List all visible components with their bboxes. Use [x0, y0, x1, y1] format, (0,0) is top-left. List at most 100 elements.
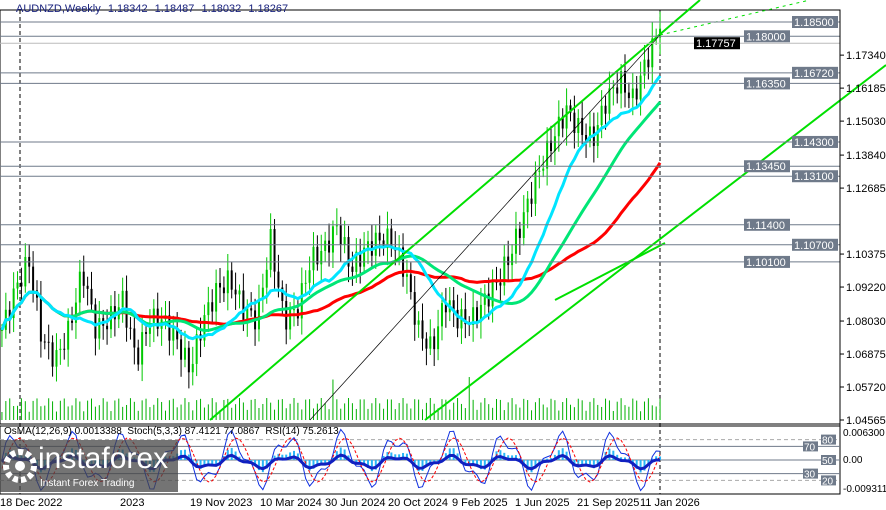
- osma-bar: [363, 460, 366, 465]
- candle-body: [518, 228, 521, 238]
- osma-bar: [215, 460, 218, 466]
- candle-body: [561, 116, 564, 129]
- y-tick-label: 1.05720: [846, 382, 886, 394]
- candle-body: [483, 293, 486, 305]
- osma-bar: [429, 460, 432, 463]
- candle-body: [382, 240, 385, 249]
- osma-bar: [507, 455, 510, 460]
- candle-body: [433, 336, 436, 350]
- candle-body: [180, 339, 183, 360]
- osma-bar: [211, 460, 214, 466]
- candle-body: [429, 336, 432, 349]
- candle-body: [585, 134, 588, 142]
- osma-bar: [655, 456, 658, 460]
- current-price-label: 1.17757: [696, 38, 736, 50]
- osma-bar: [409, 458, 412, 460]
- osma-bar: [370, 460, 373, 472]
- candle-body: [487, 293, 490, 307]
- main-panel-frame: [0, 9, 841, 425]
- osma-bar: [269, 460, 272, 462]
- candle-body: [106, 325, 109, 330]
- candle-body: [530, 198, 533, 204]
- osma-bar: [207, 460, 210, 466]
- osma-bar: [304, 460, 307, 468]
- osc-level-tag-bg: [821, 455, 836, 465]
- osma-bar: [581, 460, 584, 467]
- osma-bar: [631, 460, 634, 463]
- candle-body: [363, 247, 366, 267]
- x-tick-label: 11 Jan 2026: [640, 497, 700, 509]
- osma-bar: [281, 454, 284, 460]
- osma-bar: [526, 460, 529, 471]
- candle-body: [328, 240, 331, 253]
- candle-body: [24, 256, 27, 287]
- osma-bar: [433, 460, 436, 462]
- osc-level-label: 70: [804, 442, 816, 453]
- candle-body: [316, 246, 319, 265]
- level-label: 1.13100: [794, 171, 834, 183]
- candle-body: [129, 327, 132, 329]
- osma-bar: [257, 460, 260, 471]
- candle-body: [51, 342, 54, 367]
- candle-body: [331, 226, 334, 253]
- channel-inner-line: [554, 242, 666, 301]
- candle-body: [565, 105, 568, 129]
- candle-body: [98, 318, 101, 339]
- osc-level-label: 50: [822, 456, 834, 467]
- candle-body: [304, 282, 307, 284]
- candle-body: [417, 320, 420, 325]
- candle-body: [635, 88, 638, 100]
- osma-bar: [651, 458, 654, 460]
- osma-bar: [596, 460, 599, 466]
- candle-body: [476, 307, 479, 323]
- osma-bar: [374, 460, 377, 470]
- osma-bar: [296, 453, 299, 460]
- osma-bar: [308, 460, 311, 471]
- candle-body: [172, 327, 175, 341]
- level-label-bg: [792, 238, 838, 251]
- candle-body: [456, 309, 459, 329]
- low-value: 1.18032: [201, 3, 242, 15]
- level-label: 1.11400: [746, 220, 785, 232]
- candle-body: [8, 309, 11, 319]
- candle-body: [90, 288, 93, 305]
- osma-bar: [511, 455, 514, 460]
- candle-body: [20, 282, 23, 287]
- candle-body: [238, 290, 241, 295]
- osma-bar: [437, 460, 440, 462]
- osc-level-tag-bg: [803, 441, 818, 452]
- osma-bar: [425, 460, 428, 467]
- osc-axis-label: 0.00: [843, 455, 863, 466]
- candle-body: [265, 269, 268, 288]
- candle-body: [440, 303, 443, 327]
- candle-body: [55, 350, 58, 367]
- y-tick-label: 1.09220: [846, 282, 886, 294]
- osma-bar: [324, 460, 327, 464]
- candle-body: [413, 292, 416, 325]
- osma-bar: [503, 452, 506, 460]
- osma-bar: [518, 457, 521, 460]
- candle-body: [651, 38, 654, 68]
- candle-body: [176, 327, 179, 340]
- osc-level-tag-bg: [821, 475, 836, 486]
- level-label-bg: [792, 170, 838, 183]
- candle-body: [542, 168, 545, 171]
- candle-body: [230, 270, 233, 290]
- osma-bar: [382, 455, 385, 460]
- candle-body: [526, 198, 529, 213]
- osma-bar: [250, 460, 253, 462]
- candle-body: [203, 315, 206, 341]
- osma-bar: [355, 460, 358, 463]
- level-label: 1.10700: [794, 240, 834, 252]
- candle-body: [187, 347, 190, 373]
- level-label-bg: [792, 16, 838, 28]
- ma-mid-line: [0, 101, 662, 332]
- osma-bar: [254, 460, 257, 465]
- candle-body: [479, 304, 482, 323]
- level-label: 1.16720: [794, 68, 834, 80]
- osma-bar: [316, 460, 319, 466]
- y-tick-label: 1.12685: [846, 183, 886, 195]
- candle-body: [643, 59, 646, 76]
